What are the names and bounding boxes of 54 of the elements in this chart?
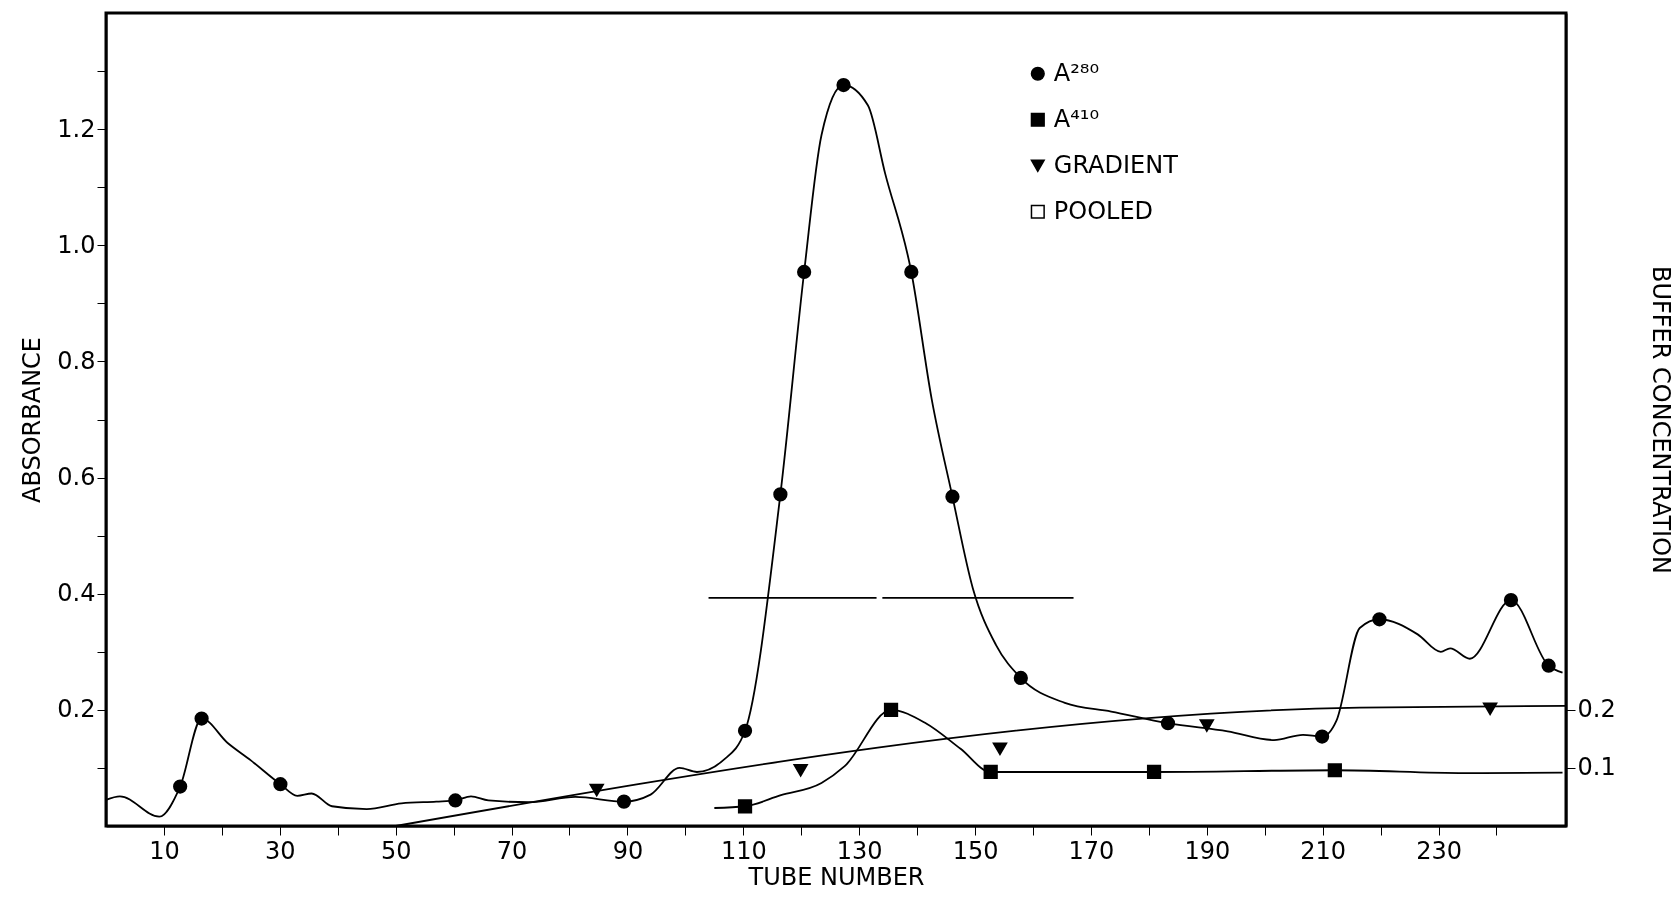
point: [1146, 764, 1162, 780]
point: [1013, 670, 1028, 686]
point: [173, 779, 188, 794]
y-tick-label: 0.4: [57, 579, 96, 608]
x-tick-label: 70: [496, 836, 528, 865]
y2-tick-label: 0.2: [1577, 695, 1616, 724]
legend-label: GRADIENT: [1053, 150, 1179, 179]
y-tick-label: 0.6: [57, 463, 96, 492]
point: [793, 763, 808, 777]
y2-tick-label: 0.1: [1577, 753, 1616, 782]
point: [1160, 716, 1176, 731]
point: [1327, 763, 1342, 778]
point: [904, 264, 919, 280]
legend-label: A²⁸⁰: [1053, 58, 1100, 87]
x-tick-label: 110: [720, 836, 767, 865]
point: [836, 77, 851, 93]
x-axis-title: TUBE NUMBER: [747, 862, 925, 891]
y-tick-label: 1.0: [57, 230, 96, 259]
x-tick-label: 210: [1300, 836, 1347, 865]
x-tick-label: 170: [1068, 836, 1115, 865]
point: [1199, 719, 1214, 732]
point: [1314, 729, 1330, 744]
point: [1482, 702, 1498, 715]
point: [1503, 592, 1519, 608]
y-axis-title: ABSORBANCE: [18, 336, 47, 504]
x-tick-label: 50: [380, 836, 412, 865]
point: [945, 489, 960, 504]
x-tick-label: 150: [952, 836, 999, 865]
point: [992, 742, 1008, 756]
point: [448, 793, 463, 808]
point: [797, 264, 812, 280]
point: [194, 711, 209, 726]
point: [1372, 612, 1387, 627]
point: [983, 764, 998, 780]
point: [273, 777, 288, 792]
point: [737, 799, 753, 814]
point: [883, 702, 899, 717]
point: [589, 783, 604, 797]
y-tick-label: 0.8: [57, 346, 96, 375]
point: [1541, 658, 1556, 673]
x-tick-label: 130: [836, 836, 883, 865]
x-tick-label: 10: [149, 836, 180, 865]
x-tick-label: 230: [1416, 836, 1462, 865]
y2-axis-title: BUFFER CONCENTRATION: [1646, 265, 1675, 575]
point: [737, 723, 753, 738]
y-tick-label: 0.2: [57, 695, 96, 724]
legend-label: A⁴¹⁰: [1053, 104, 1100, 133]
legend-label: POOLED: [1053, 196, 1154, 225]
x-tick-label: 90: [612, 836, 644, 865]
point: [616, 794, 632, 809]
x-tick-label: 30: [265, 836, 296, 865]
x-tick-label: 190: [1184, 836, 1231, 865]
y-tick-label: 1.2: [57, 114, 96, 143]
point: [773, 487, 788, 502]
